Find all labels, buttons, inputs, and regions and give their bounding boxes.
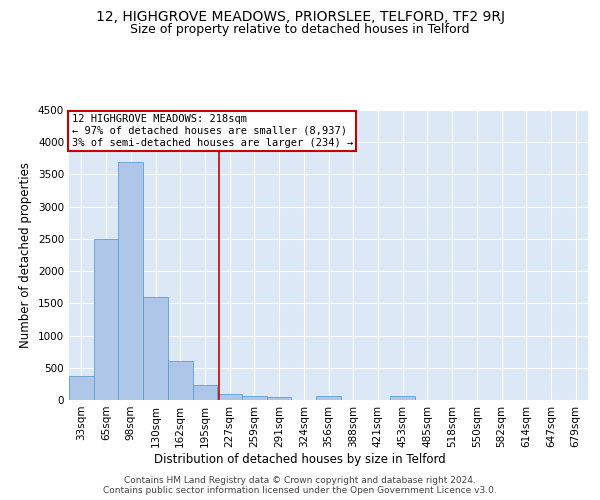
Bar [390,396,415,400]
Bar [217,394,242,400]
Bar [94,239,118,400]
Bar [143,297,168,400]
Bar [118,162,143,400]
Bar [267,397,292,400]
Bar [193,384,217,400]
Bar [242,396,267,400]
Bar [168,362,193,400]
Text: 12, HIGHGROVE MEADOWS, PRIORSLEE, TELFORD, TF2 9RJ: 12, HIGHGROVE MEADOWS, PRIORSLEE, TELFOR… [95,10,505,24]
Text: 12 HIGHGROVE MEADOWS: 218sqm
← 97% of detached houses are smaller (8,937)
3% of : 12 HIGHGROVE MEADOWS: 218sqm ← 97% of de… [71,114,353,148]
Bar [69,376,94,400]
Text: Contains HM Land Registry data © Crown copyright and database right 2024.
Contai: Contains HM Land Registry data © Crown c… [103,476,497,495]
Text: Size of property relative to detached houses in Telford: Size of property relative to detached ho… [130,22,470,36]
Text: Distribution of detached houses by size in Telford: Distribution of detached houses by size … [154,452,446,466]
Bar [316,396,341,400]
Y-axis label: Number of detached properties: Number of detached properties [19,162,32,348]
